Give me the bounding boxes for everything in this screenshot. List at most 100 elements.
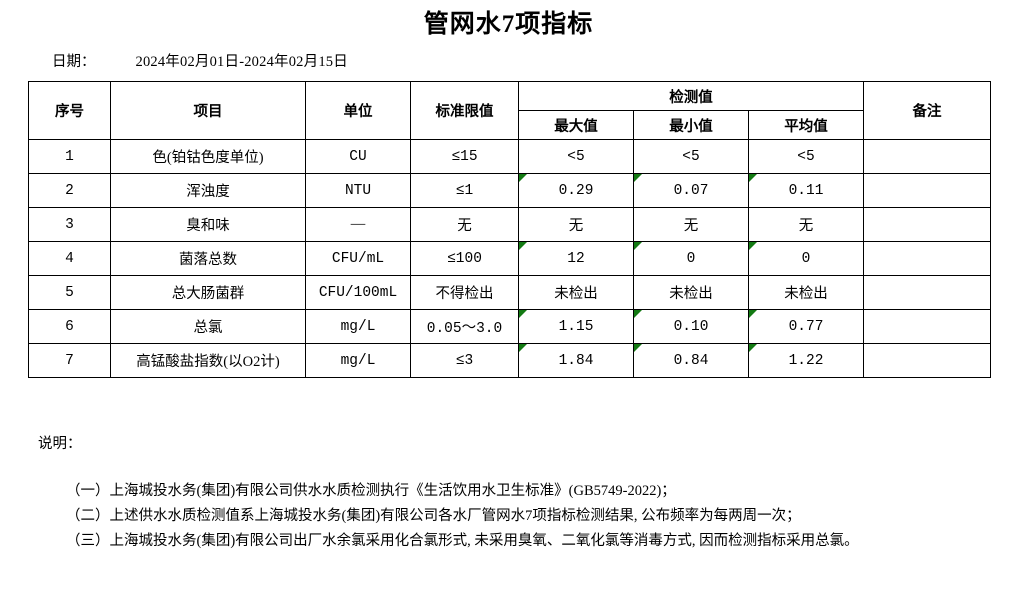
text-number-warning-icon <box>519 310 527 318</box>
table-row: 1 色(铂钴色度单位) CU ≤15 <5 <5 <5 <box>28 139 992 174</box>
table-header-row-2: 最大值 最小值 平均值 <box>29 110 991 140</box>
page-title: 管网水7项指标 <box>423 11 594 38</box>
cell-standard-limit: ≤15 <box>410 139 519 174</box>
table-row: 7 高锰酸盐指数(以O2计) mg/L ≤3 1.84 0.84 1.22 <box>28 343 992 378</box>
date-label: 日期： <box>52 54 96 70</box>
cell-max-value: 无 <box>518 207 634 242</box>
date-line: 日期： 2024年02月01日-2024年02月15日 <box>0 52 1017 72</box>
cell-avg-value: 未检出 <box>747 275 865 310</box>
header-note: 备注 <box>863 81 992 140</box>
note-item: （一）上海城投水务(集团)有限公司供水水质检测执行《生活饮用水卫生标准》(GB5… <box>66 483 676 499</box>
header-limit: 标准限值 <box>410 81 519 140</box>
text-number-warning-icon <box>519 174 527 182</box>
report-table-wrap: 序号 项目 单位 标准限值 检测值 备注 最大值 最小值 平均值 1 色(铂钴色度… <box>28 81 992 378</box>
note-item: （三）上海城投水务(集团)有限公司出厂水余氯采用化合氯形式, 未采用臭氧、二氧化… <box>66 533 859 549</box>
cell-remark <box>863 241 992 276</box>
water-quality-table: 序号 项目 单位 标准限值 检测值 备注 最大值 最小值 平均值 1 色(铂钴色度… <box>28 81 992 378</box>
cell-unit: mg/L <box>305 309 411 344</box>
header-item: 项目 <box>110 81 306 140</box>
cell-avg-value: 0.77 <box>747 309 865 344</box>
text-number-warning-icon <box>749 242 757 250</box>
cell-standard-limit: 不得检出 <box>410 275 519 310</box>
cell-remark <box>863 343 992 378</box>
date-value: 2024年02月01日-2024年02月15日 <box>135 54 348 70</box>
cell-sequence: 7 <box>28 343 111 378</box>
cell-sequence: 1 <box>28 139 111 174</box>
header-unit: 单位 <box>305 81 411 140</box>
cell-max-value: 12 <box>518 241 634 276</box>
table-header-row-1: 序号 项目 单位 标准限值 检测值 备注 <box>28 81 992 140</box>
cell-unit: NTU <box>305 173 411 208</box>
cell-item-name: 高锰酸盐指数(以O2计) <box>110 343 306 378</box>
header-max: 最大值 <box>518 110 634 140</box>
table-row: 3 臭和味 — 无无无无 <box>28 207 992 242</box>
cell-min-value: 0.07 <box>633 173 749 208</box>
cell-item-name: 浑浊度 <box>110 173 306 208</box>
cell-sequence: 6 <box>28 309 111 344</box>
cell-max-value: 未检出 <box>518 275 634 310</box>
header-avg: 平均值 <box>747 110 865 140</box>
cell-avg-value: 0 <box>747 241 865 276</box>
cell-remark <box>863 275 992 310</box>
cell-standard-limit: 无 <box>410 207 519 242</box>
header-seq: 序号 <box>28 81 111 140</box>
cell-item-name: 色(铂钴色度单位) <box>110 139 306 174</box>
header-measured: 检测值 <box>517 81 865 111</box>
cell-min-value: 0.10 <box>633 309 749 344</box>
cell-standard-limit: 0.05～3.0 <box>410 309 519 344</box>
cell-sequence: 2 <box>28 173 111 208</box>
text-number-warning-icon <box>519 344 527 352</box>
cell-max-value: 1.15 <box>518 309 634 344</box>
cell-min-value: 无 <box>633 207 749 242</box>
text-number-warning-icon <box>749 310 757 318</box>
notes-list: （一）上海城投水务(集团)有限公司供水水质检测执行《生活饮用水卫生标准》(GB5… <box>38 479 1017 554</box>
cell-max-value: <5 <box>518 139 634 174</box>
text-number-warning-icon <box>634 242 642 250</box>
table-body: 1 色(铂钴色度单位) CU ≤15 <5 <5 <5 2 浑浊度 NTU ≤1 0.29 0.07 0.… <box>28 139 992 378</box>
notes-title: 说明： <box>38 436 82 452</box>
cell-min-value: 未检出 <box>633 275 749 310</box>
text-number-warning-icon <box>749 344 757 352</box>
cell-unit: CFU/mL <box>305 241 411 276</box>
table-head: 序号 项目 单位 标准限值 检测值 备注 最大值 最小值 平均值 <box>28 81 992 140</box>
cell-avg-value: 0.11 <box>747 173 865 208</box>
cell-item-name: 菌落总数 <box>110 241 306 276</box>
cell-avg-value: 无 <box>747 207 865 242</box>
cell-standard-limit: ≤100 <box>410 241 519 276</box>
cell-min-value: 0 <box>633 241 749 276</box>
text-number-warning-icon <box>634 344 642 352</box>
cell-unit: mg/L <box>305 343 411 378</box>
cell-standard-limit: ≤1 <box>410 173 519 208</box>
table-row: 2 浑浊度 NTU ≤1 0.29 0.07 0.11 <box>28 173 992 208</box>
cell-min-value: <5 <box>633 139 749 174</box>
table-row: 5 总大肠菌群 CFU/100mL 不得检出 未检出 未检出 未检出 <box>28 275 992 310</box>
cell-remark <box>863 173 992 208</box>
cell-item-name: 总大肠菌群 <box>110 275 306 310</box>
cell-sequence: 5 <box>28 275 111 310</box>
cell-sequence: 3 <box>28 207 111 242</box>
cell-remark <box>863 309 992 344</box>
note-item: （二）上述供水水质检测值系上海城投水务(集团)有限公司各水厂管网水7项指标检测结… <box>66 508 801 524</box>
cell-remark <box>863 139 992 174</box>
cell-item-name: 总氯 <box>110 309 306 344</box>
header-min: 最小值 <box>633 110 749 140</box>
cell-unit: CFU/100mL <box>305 275 411 310</box>
text-number-warning-icon <box>519 242 527 250</box>
text-number-warning-icon <box>634 174 642 182</box>
table-row: 4 菌落总数 CFU/mL ≤100 12 0 0 <box>28 241 992 276</box>
table-row: 6 总氯 mg/L 0.05～3.0 1.15 0.10 0.77 <box>28 309 992 344</box>
text-number-warning-icon <box>749 174 757 182</box>
cell-unit: — <box>305 207 411 242</box>
cell-sequence: 4 <box>28 241 111 276</box>
cell-remark <box>863 207 992 242</box>
cell-unit: CU <box>305 139 411 174</box>
cell-item-name: 臭和味 <box>110 207 306 242</box>
notes-section: 说明： （一）上海城投水务(集团)有限公司供水水质检测执行《生活饮用水卫生标准》… <box>0 432 1017 554</box>
cell-max-value: 0.29 <box>518 173 634 208</box>
cell-avg-value: 1.22 <box>747 343 865 378</box>
cell-max-value: 1.84 <box>518 343 634 378</box>
cell-standard-limit: ≤3 <box>410 343 519 378</box>
cell-min-value: 0.84 <box>633 343 749 378</box>
text-number-warning-icon <box>634 310 642 318</box>
